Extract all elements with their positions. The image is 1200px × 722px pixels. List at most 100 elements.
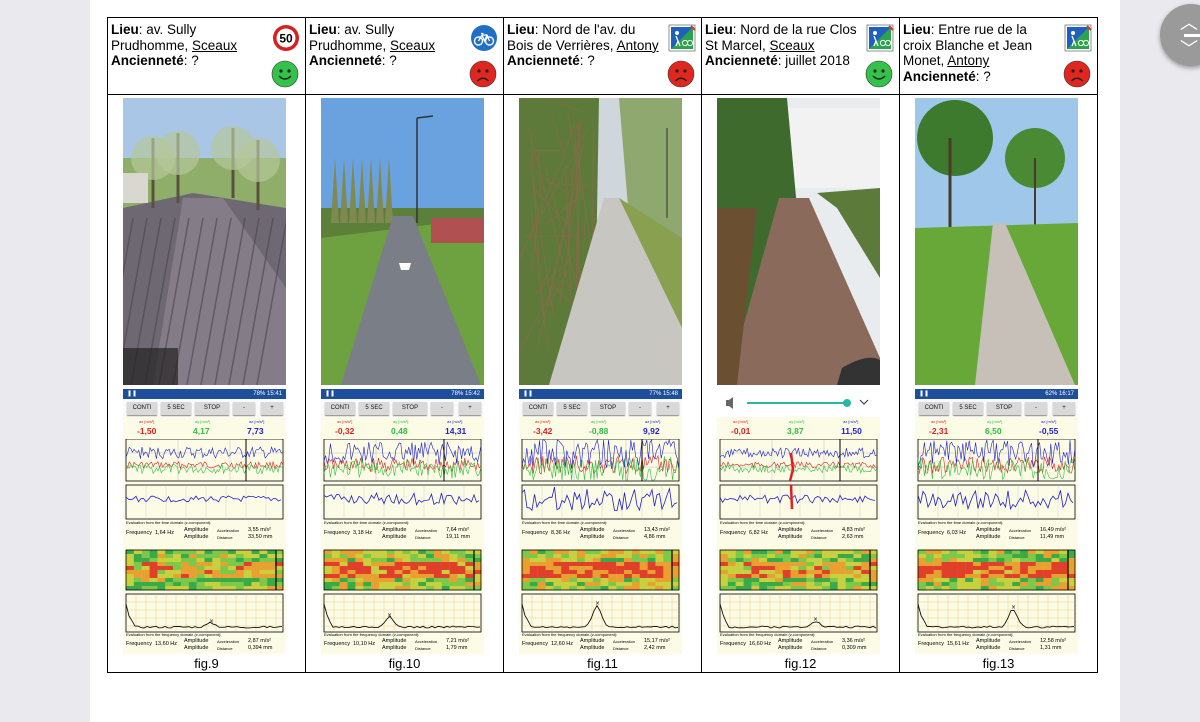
anciennete-label: Ancienneté [111, 53, 184, 68]
distance-label: Distance [1009, 535, 1025, 540]
control-button[interactable]: + [1053, 402, 1075, 415]
acceleration-label: Acceleration [415, 528, 437, 533]
axis-label: ax [m/s²] [931, 419, 946, 424]
control-button[interactable]: STOP [393, 402, 427, 415]
amplitude-label: Amplitude [976, 534, 1000, 540]
distance-amplitude: 1,31 mm [1040, 645, 1061, 651]
axis-label: az [m/s²] [249, 419, 264, 424]
happy-face-icon [865, 60, 893, 88]
battery-level: 78% [451, 391, 463, 397]
place-link[interactable]: Sceaux [770, 38, 815, 53]
amplitude-label: Amplitude [382, 534, 406, 540]
place-link[interactable]: Antony [947, 53, 989, 68]
lieu-label: Lieu [309, 22, 337, 37]
axis-label: ax [m/s²] [733, 419, 748, 424]
frequency-label: Frequency [126, 530, 152, 536]
control-button[interactable]: - [629, 402, 651, 415]
time-domain-title: Evaluation from the time domain (z-compo… [522, 520, 607, 525]
control-button[interactable]: + [261, 402, 283, 415]
frequency-value: 13,60 Hz [155, 641, 177, 647]
frequency-value: 6,03 Hz [947, 530, 966, 536]
frequency-label: Frequency [720, 641, 746, 647]
acceleration-values: ax [m/s²] -0,01 ay [m/s²] 3,87 az [m/s²] 11,5… [717, 417, 880, 439]
az-value: -0,55 [1039, 426, 1058, 436]
control-button[interactable]: 5 SEC [953, 402, 983, 415]
amplitude-label: Amplitude [184, 645, 208, 651]
place-link[interactable]: Sceaux [192, 38, 237, 53]
control-button[interactable]: CONTI [919, 402, 949, 415]
control-button[interactable]: - [1025, 402, 1047, 415]
time-domain-results: Frequency 3,18 Hz Amplitude Amplitude Accele… [324, 527, 482, 541]
ay-value: 6,50 [985, 426, 1002, 436]
place-link[interactable]: Antony [617, 38, 659, 53]
acceleration-amplitude: 7,64 m/s² [446, 527, 469, 533]
control-button[interactable]: 5 SEC [161, 402, 191, 415]
control-button[interactable]: + [657, 402, 679, 415]
figure-caption: fig.13 [900, 656, 1097, 671]
acceleration-values: ax [m/s²] -3,42 ay [m/s²] -0,88 az [m/s²] 9,9… [519, 417, 682, 439]
shared-path-sign-icon [866, 24, 894, 52]
volume-bar [717, 389, 880, 417]
svg-text:×: × [209, 618, 214, 625]
control-button[interactable]: - [233, 402, 255, 415]
axis-label: ax [m/s²] [139, 419, 154, 424]
distance-label: Distance [1009, 646, 1025, 651]
freq-domain-results: Frequency 16,60 Hz Amplitude Amplitude Accel… [720, 638, 878, 652]
control-button[interactable]: CONTI [127, 402, 157, 415]
control-button[interactable]: 5 SEC [359, 402, 389, 415]
control-button[interactable]: STOP [591, 402, 625, 415]
control-button[interactable]: - [431, 402, 453, 415]
acceleration-label: Acceleration [811, 639, 833, 644]
speed-limit-value: 50 [279, 32, 293, 46]
az-value: 14,31 [445, 426, 466, 436]
control-button[interactable]: CONTI [325, 402, 355, 415]
location-line: croix Blanche et Jean [903, 38, 1032, 53]
control-button[interactable]: STOP [195, 402, 229, 415]
axis-label: ax [m/s²] [337, 419, 352, 424]
sensor-graphs: × [717, 439, 880, 654]
sad-face-icon [667, 60, 695, 88]
control-button[interactable]: CONTI [523, 402, 553, 415]
az-value: 7,73 [247, 426, 264, 436]
scroll-menu-button[interactable]: ︿ ﹀ [1160, 4, 1200, 66]
control-button[interactable]: + [459, 402, 481, 415]
distance-amplitude: 0,309 mm [842, 645, 866, 651]
chevron-down-icon [860, 400, 868, 404]
svg-text:×: × [387, 612, 392, 619]
volume-slider[interactable] [717, 389, 880, 417]
figure-caption: fig.12 [702, 656, 899, 671]
place-link[interactable]: Sceaux [390, 38, 435, 53]
distance-label: Distance [217, 535, 233, 540]
ay-value: 4,17 [193, 426, 210, 436]
acceleration-amplitude: 3,36 m/s² [842, 638, 865, 644]
axis-label: az [m/s²] [1041, 419, 1056, 424]
figure-cell: ❚❚ 78% 15:42 CONTI 5 SEC STOP - + ax [m/s²] -0,3… [306, 95, 504, 673]
control-buttons: CONTI 5 SEC STOP - + [123, 399, 286, 417]
location-line: Nord de la rue Clos [740, 22, 856, 37]
battery-level: 78% [253, 391, 265, 397]
location-text: Lieu: Entre rue de la croix Blanche et Je… [903, 22, 1059, 84]
distance-amplitude: 4,86 mm [644, 534, 665, 540]
amplitude-label: Amplitude [976, 645, 1000, 651]
control-buttons: CONTI 5 SEC STOP - + [915, 399, 1078, 417]
sensor-graphs: × [321, 439, 484, 654]
acceleration-label: Acceleration [217, 639, 239, 644]
ax-value: -1,50 [137, 426, 156, 436]
control-button[interactable]: STOP [987, 402, 1021, 415]
anciennete-value: ? [587, 53, 595, 68]
az-value: 11,50 [841, 426, 862, 436]
acceleration-label: Acceleration [811, 528, 833, 533]
axis-label: ax [m/s²] [535, 419, 550, 424]
freq-domain-results: Frequency 15,61 Hz Amplitude Amplitude Accel… [918, 638, 1076, 652]
battery-level: 77% [649, 391, 661, 397]
accelerometer-screenshot: ax [m/s²] -0,01 ay [m/s²] 3,87 az [m/s²] 11,5… [717, 389, 880, 654]
frequency-label: Frequency [324, 641, 350, 647]
control-button[interactable]: 5 SEC [557, 402, 587, 415]
location-text: Lieu: av. Sully Prudhomme, Sceaux Ancienne… [111, 22, 267, 69]
freq-domain-results: Frequency 10,10 Hz Amplitude Amplitude Accel… [324, 638, 482, 652]
frequency-value: 1,64 Hz [155, 530, 174, 536]
acceleration-amplitude: 3,55 m/s² [248, 527, 271, 533]
sensor-graphs: × [123, 439, 286, 654]
lieu-label: Lieu [507, 22, 535, 37]
location-line: Monet, [903, 53, 947, 68]
